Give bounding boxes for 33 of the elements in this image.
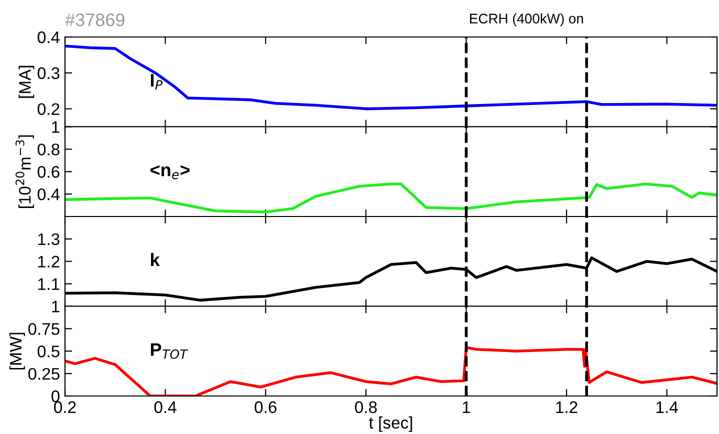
y-tick-label: 0.3 [38, 67, 60, 80]
x-tick-label: 0.4 [154, 401, 176, 414]
x-tick-label: 0.8 [354, 401, 377, 414]
text: ECRH (400kW) on [470, 13, 584, 26]
y-tick-label: 0.2 [38, 103, 60, 116]
y-tick-label: 0.75 [28, 323, 60, 335]
annotation: <n$_{e}$> [150, 165, 190, 180]
x-tick-label: 1.2 [556, 401, 578, 413]
y-tick-label: 1 [52, 121, 60, 133]
y-tick-label: 0.5 [38, 346, 60, 358]
chart-title: #37869 [65, 13, 124, 26]
y-tick-label: 0.25 [28, 368, 60, 380]
x-tick-label: 1.4 [656, 401, 678, 413]
y-tick-label: 0.4 [38, 188, 60, 200]
y-tick-label: 1 [52, 300, 60, 312]
annotation: I$_{P}$ [150, 74, 163, 90]
x-axis-title: t [sec] [369, 416, 412, 432]
x-tick-label: 1 [462, 401, 470, 413]
y-axis-title: [MW] [9, 332, 25, 370]
line-series [65, 44, 717, 110]
y-axis-title: [MA] [18, 66, 34, 98]
y-tick-label: 0.4 [38, 31, 60, 44]
x-tick-label: 0.6 [254, 401, 276, 414]
y-tick-label: 1.3 [38, 233, 60, 246]
y-tick-label: 1.1 [38, 278, 60, 290]
line-series [65, 182, 717, 214]
annotation: P$_{TOT}$ [150, 343, 188, 359]
annotation: k [151, 252, 160, 266]
y-axis-title: [10$^{20}$m$^{−3}$] [16, 135, 34, 208]
y-tick-label: 1.2 [38, 256, 60, 268]
y-tick-label: 0.6 [38, 166, 60, 178]
y-tick-label: 0 [52, 390, 60, 402]
y-tick-label: 0.8 [38, 144, 60, 156]
